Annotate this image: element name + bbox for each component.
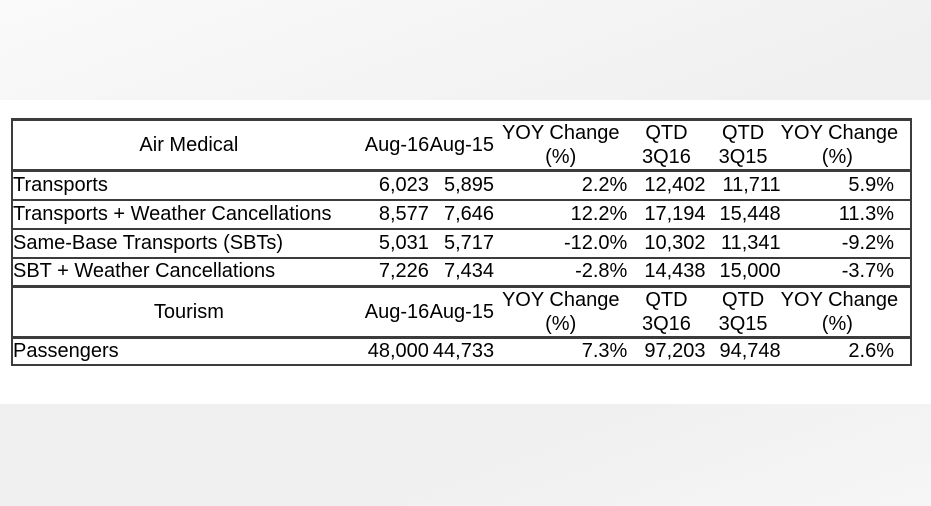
row-label: SBT + Weather Cancellations bbox=[12, 256, 365, 287]
table-row-same-base-transports: Same-Base Transports (SBTs) 5,031 5,717 … bbox=[12, 227, 911, 258]
column-header-line1: QTD bbox=[721, 122, 765, 145]
cell-value: 94,748 bbox=[705, 336, 781, 365]
column-header-line2: (%) bbox=[545, 313, 577, 335]
column-header-yoy-change: YOY Change (%) bbox=[494, 285, 628, 339]
table-row-transports-weather-cancellations: Transports + Weather Cancellations 8,577… bbox=[12, 198, 911, 229]
row-label: Transports + Weather Cancellations bbox=[12, 198, 365, 229]
cell-value: 7.3% bbox=[494, 336, 628, 365]
column-header-line2: (%) bbox=[545, 146, 577, 168]
cell-value: -2.8% bbox=[494, 256, 628, 287]
cell-value: 48,000 bbox=[364, 336, 429, 365]
column-header-line1: YOY Change bbox=[780, 289, 899, 312]
cell-value: 97,203 bbox=[627, 336, 706, 365]
cell-value: 12.2% bbox=[494, 198, 628, 229]
row-label: Passengers bbox=[12, 336, 365, 365]
column-header-aug15: Aug-15 bbox=[428, 285, 495, 339]
cell-value: 15,000 bbox=[705, 256, 781, 287]
column-header-line2: 3Q16 bbox=[641, 313, 691, 335]
section-title-air-medical: Air Medical bbox=[12, 118, 365, 172]
row-label: Same-Base Transports (SBTs) bbox=[12, 227, 365, 258]
column-header-line2: (%) bbox=[821, 146, 853, 168]
cell-value: 12,402 bbox=[627, 169, 706, 200]
cell-value: -3.7% bbox=[780, 256, 911, 287]
table-row-passengers: Passengers 48,000 44,733 7.3% 97,203 94,… bbox=[12, 336, 911, 365]
air-medical-header-row: Air Medical Aug-16 Aug-15 YOY Change (%)… bbox=[12, 118, 911, 172]
cell-value: 14,438 bbox=[627, 256, 706, 287]
column-header-aug16: Aug-16 bbox=[364, 285, 429, 339]
column-header-line1: QTD bbox=[645, 289, 688, 312]
cell-value: 8,577 bbox=[364, 198, 429, 229]
cell-value: 2.6% bbox=[780, 336, 911, 365]
metrics-table: Air Medical Aug-16 Aug-15 YOY Change (%)… bbox=[11, 118, 912, 366]
cell-value: 7,434 bbox=[428, 256, 495, 287]
table-row-transports: Transports 6,023 5,895 2.2% 12,402 11,71… bbox=[12, 169, 911, 200]
cell-value: 17,194 bbox=[627, 198, 706, 229]
row-label: Transports bbox=[12, 169, 365, 200]
column-header-line2: 3Q15 bbox=[718, 146, 768, 168]
column-header-line2: 3Q15 bbox=[718, 313, 768, 335]
column-header-line2: 3Q16 bbox=[641, 146, 691, 168]
column-header-qtd-3q15: QTD 3Q15 bbox=[705, 118, 781, 172]
column-header-line1: YOY Change bbox=[501, 289, 620, 312]
cell-value: 11.3% bbox=[780, 198, 911, 229]
cell-value: 7,226 bbox=[364, 256, 429, 287]
cell-value: -12.0% bbox=[494, 227, 628, 258]
column-header-line2: (%) bbox=[821, 313, 853, 335]
column-header-aug16: Aug-16 bbox=[364, 118, 429, 172]
column-header-qtd-3q15: QTD 3Q15 bbox=[705, 285, 781, 339]
cell-value: 11,341 bbox=[705, 227, 781, 258]
column-header-yoy-change: YOY Change (%) bbox=[494, 118, 628, 172]
column-header-qtd-3q16: QTD 3Q16 bbox=[627, 118, 706, 172]
cell-value: 10,302 bbox=[627, 227, 706, 258]
column-header-line1: QTD bbox=[645, 122, 688, 145]
column-header-line1: QTD bbox=[721, 289, 765, 312]
column-header-line1: YOY Change bbox=[780, 122, 899, 145]
cell-value: 5,895 bbox=[428, 169, 495, 200]
column-header-aug15: Aug-15 bbox=[428, 118, 495, 172]
cell-value: 5.9% bbox=[780, 169, 911, 200]
tourism-header-row: Tourism Aug-16 Aug-15 YOY Change (%) QTD… bbox=[12, 285, 911, 339]
section-title-tourism: Tourism bbox=[12, 285, 365, 339]
cell-value: 15,448 bbox=[705, 198, 781, 229]
column-header-line1: YOY Change bbox=[501, 122, 620, 145]
cell-value: 44,733 bbox=[428, 336, 495, 365]
content-panel: Air Medical Aug-16 Aug-15 YOY Change (%)… bbox=[0, 100, 931, 404]
cell-value: 7,646 bbox=[428, 198, 495, 229]
table-row-sbt-weather-cancellations: SBT + Weather Cancellations 7,226 7,434 … bbox=[12, 256, 911, 287]
cell-value: 2.2% bbox=[494, 169, 628, 200]
cell-value: 6,023 bbox=[364, 169, 429, 200]
cell-value: -9.2% bbox=[780, 227, 911, 258]
column-header-qtd-3q16: QTD 3Q16 bbox=[627, 285, 706, 339]
cell-value: 5,717 bbox=[428, 227, 495, 258]
cell-value: 5,031 bbox=[364, 227, 429, 258]
column-header-qtd-yoy-change: YOY Change (%) bbox=[780, 118, 911, 172]
column-header-qtd-yoy-change: YOY Change (%) bbox=[780, 285, 911, 339]
cell-value: 11,711 bbox=[705, 169, 781, 200]
